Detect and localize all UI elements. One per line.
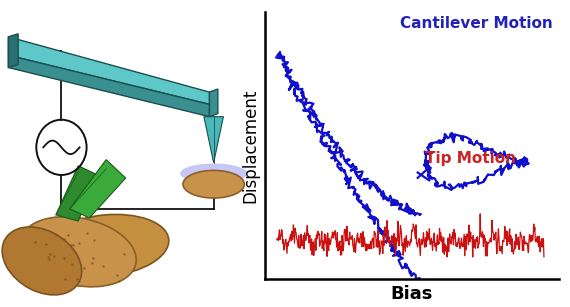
Text: Cantilever Motion: Cantilever Motion [400,16,553,31]
Ellipse shape [43,214,169,277]
X-axis label: Bias: Bias [390,285,433,303]
Polygon shape [9,55,210,117]
Polygon shape [56,166,98,221]
Polygon shape [9,37,210,104]
Ellipse shape [20,217,136,287]
Polygon shape [70,160,126,218]
Y-axis label: Displacement: Displacement [242,89,259,203]
Polygon shape [9,34,18,68]
Ellipse shape [2,227,82,295]
Text: Tip Motion: Tip Motion [425,151,516,166]
Polygon shape [204,117,223,163]
Polygon shape [210,89,218,117]
Ellipse shape [183,170,245,198]
Ellipse shape [180,163,247,184]
